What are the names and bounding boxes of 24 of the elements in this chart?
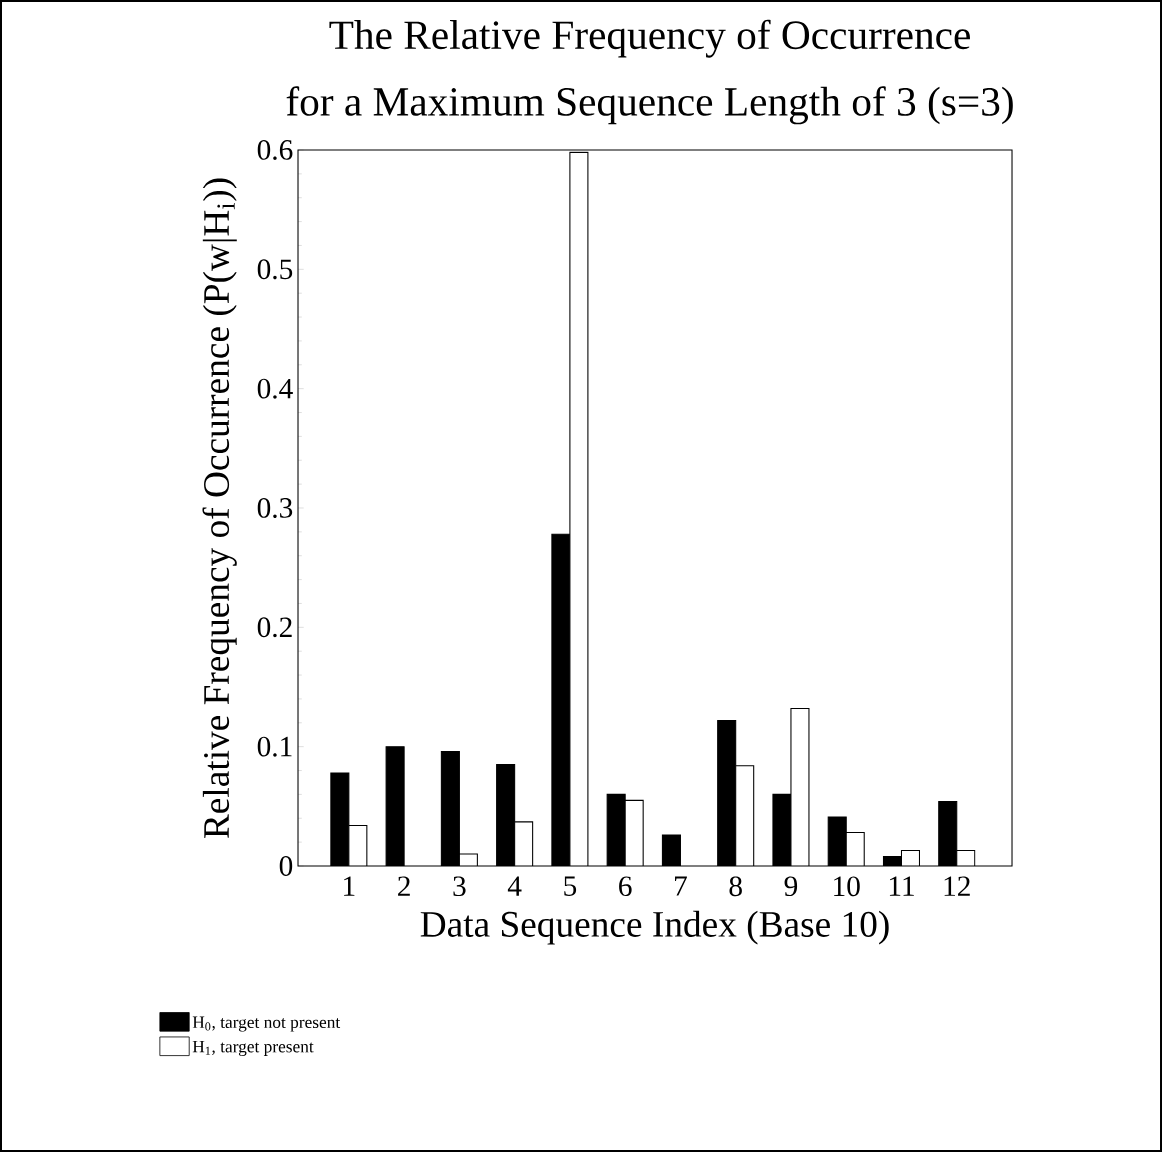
x-tick-label: 10 <box>834 876 860 897</box>
legend-label: H$_{1}$, target present <box>192 1040 314 1057</box>
y-axis-title: Relative Frequency of Occurrence (P(w|H$_{i}$)) <box>202 178 237 839</box>
legend-label: H$_{0}$, target not present <box>192 1016 341 1032</box>
y-tick-label: 0.2 <box>257 617 292 638</box>
y-tick-label: 0.6 <box>257 140 293 160</box>
y-tick-label: 0.5 <box>257 259 293 280</box>
x-tick-label: 6 <box>619 876 632 897</box>
x-tick-label: 5 <box>564 876 577 896</box>
x-axis-title: Data Sequence Index (Base 10) <box>420 910 889 945</box>
x-tick-label: 1 <box>344 876 355 896</box>
y-tick-label: 0.3 <box>257 498 293 518</box>
chart-title: The Relative Frequency of Occurrence for a Maximum Sequence Length of 3 (s=3) <box>286 19 1013 125</box>
y-tick-label: 0.4 <box>257 378 293 399</box>
x-tick-label: 12 <box>944 876 970 896</box>
x-tick-label: 11 <box>889 876 914 896</box>
x-tick-label: 9 <box>784 876 798 897</box>
x-tick-label: 7 <box>675 876 687 896</box>
y-tick-label: 0 <box>279 856 293 876</box>
x-tick-label: 3 <box>453 876 466 897</box>
x-tick-label: 2 <box>398 876 410 896</box>
x-tick-label: 8 <box>729 876 742 897</box>
x-tick-label: 4 <box>507 876 522 896</box>
y-tick-label: 0.1 <box>257 736 292 757</box>
